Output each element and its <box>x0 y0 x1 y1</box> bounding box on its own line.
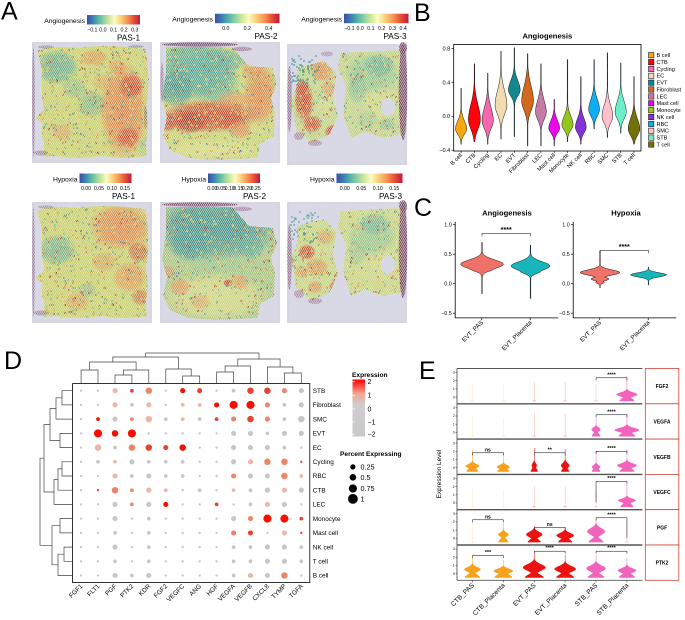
svg-text:0.0: 0.0 <box>99 28 106 34</box>
svg-text:0.05: 0.05 <box>94 186 104 192</box>
svg-text:A: A <box>1 0 18 26</box>
svg-text:0.00: 0.00 <box>340 186 350 192</box>
svg-text:0.8: 0.8 <box>443 46 451 52</box>
svg-text:0.4: 0.4 <box>443 80 451 86</box>
svg-text:Hypoxia: Hypoxia <box>181 177 206 184</box>
svg-text:Angiogenesis: Angiogenesis <box>44 18 85 25</box>
svg-text:Angiogenesis: Angiogenesis <box>301 17 342 24</box>
svg-text:0.2: 0.2 <box>244 26 251 32</box>
svg-text:PAS-3: PAS-3 <box>383 32 407 41</box>
svg-text:PAS-2: PAS-2 <box>254 32 278 41</box>
svg-text:−0.1: −0.1 <box>87 28 97 34</box>
svg-text:D: D <box>4 347 22 375</box>
svg-text:Hypoxia: Hypoxia <box>310 177 335 184</box>
svg-text:0.1: 0.1 <box>367 26 374 32</box>
svg-text:−0.4: −0.4 <box>439 148 450 154</box>
svg-text:0.0: 0.0 <box>222 26 229 32</box>
svg-text:PAS-1: PAS-1 <box>112 192 136 201</box>
svg-text:0.05: 0.05 <box>356 186 366 192</box>
svg-text:PAS-2: PAS-2 <box>243 192 267 201</box>
svg-text:PAS-3: PAS-3 <box>379 192 403 201</box>
svg-text:E: E <box>419 357 436 385</box>
svg-text:C: C <box>414 194 432 222</box>
svg-text:PAS-1: PAS-1 <box>117 34 141 43</box>
svg-text:Angiogenesis: Angiogenesis <box>522 32 572 41</box>
svg-text:Hypoxia: Hypoxia <box>53 177 78 184</box>
svg-text:−0.1: −0.1 <box>344 26 354 32</box>
svg-text:B: B <box>414 0 431 27</box>
svg-text:Angiogenesis: Angiogenesis <box>172 17 213 24</box>
svg-text:0.0: 0.0 <box>357 26 364 32</box>
svg-text:0.00: 0.00 <box>81 186 91 192</box>
svg-text:0.0: 0.0 <box>443 114 451 120</box>
